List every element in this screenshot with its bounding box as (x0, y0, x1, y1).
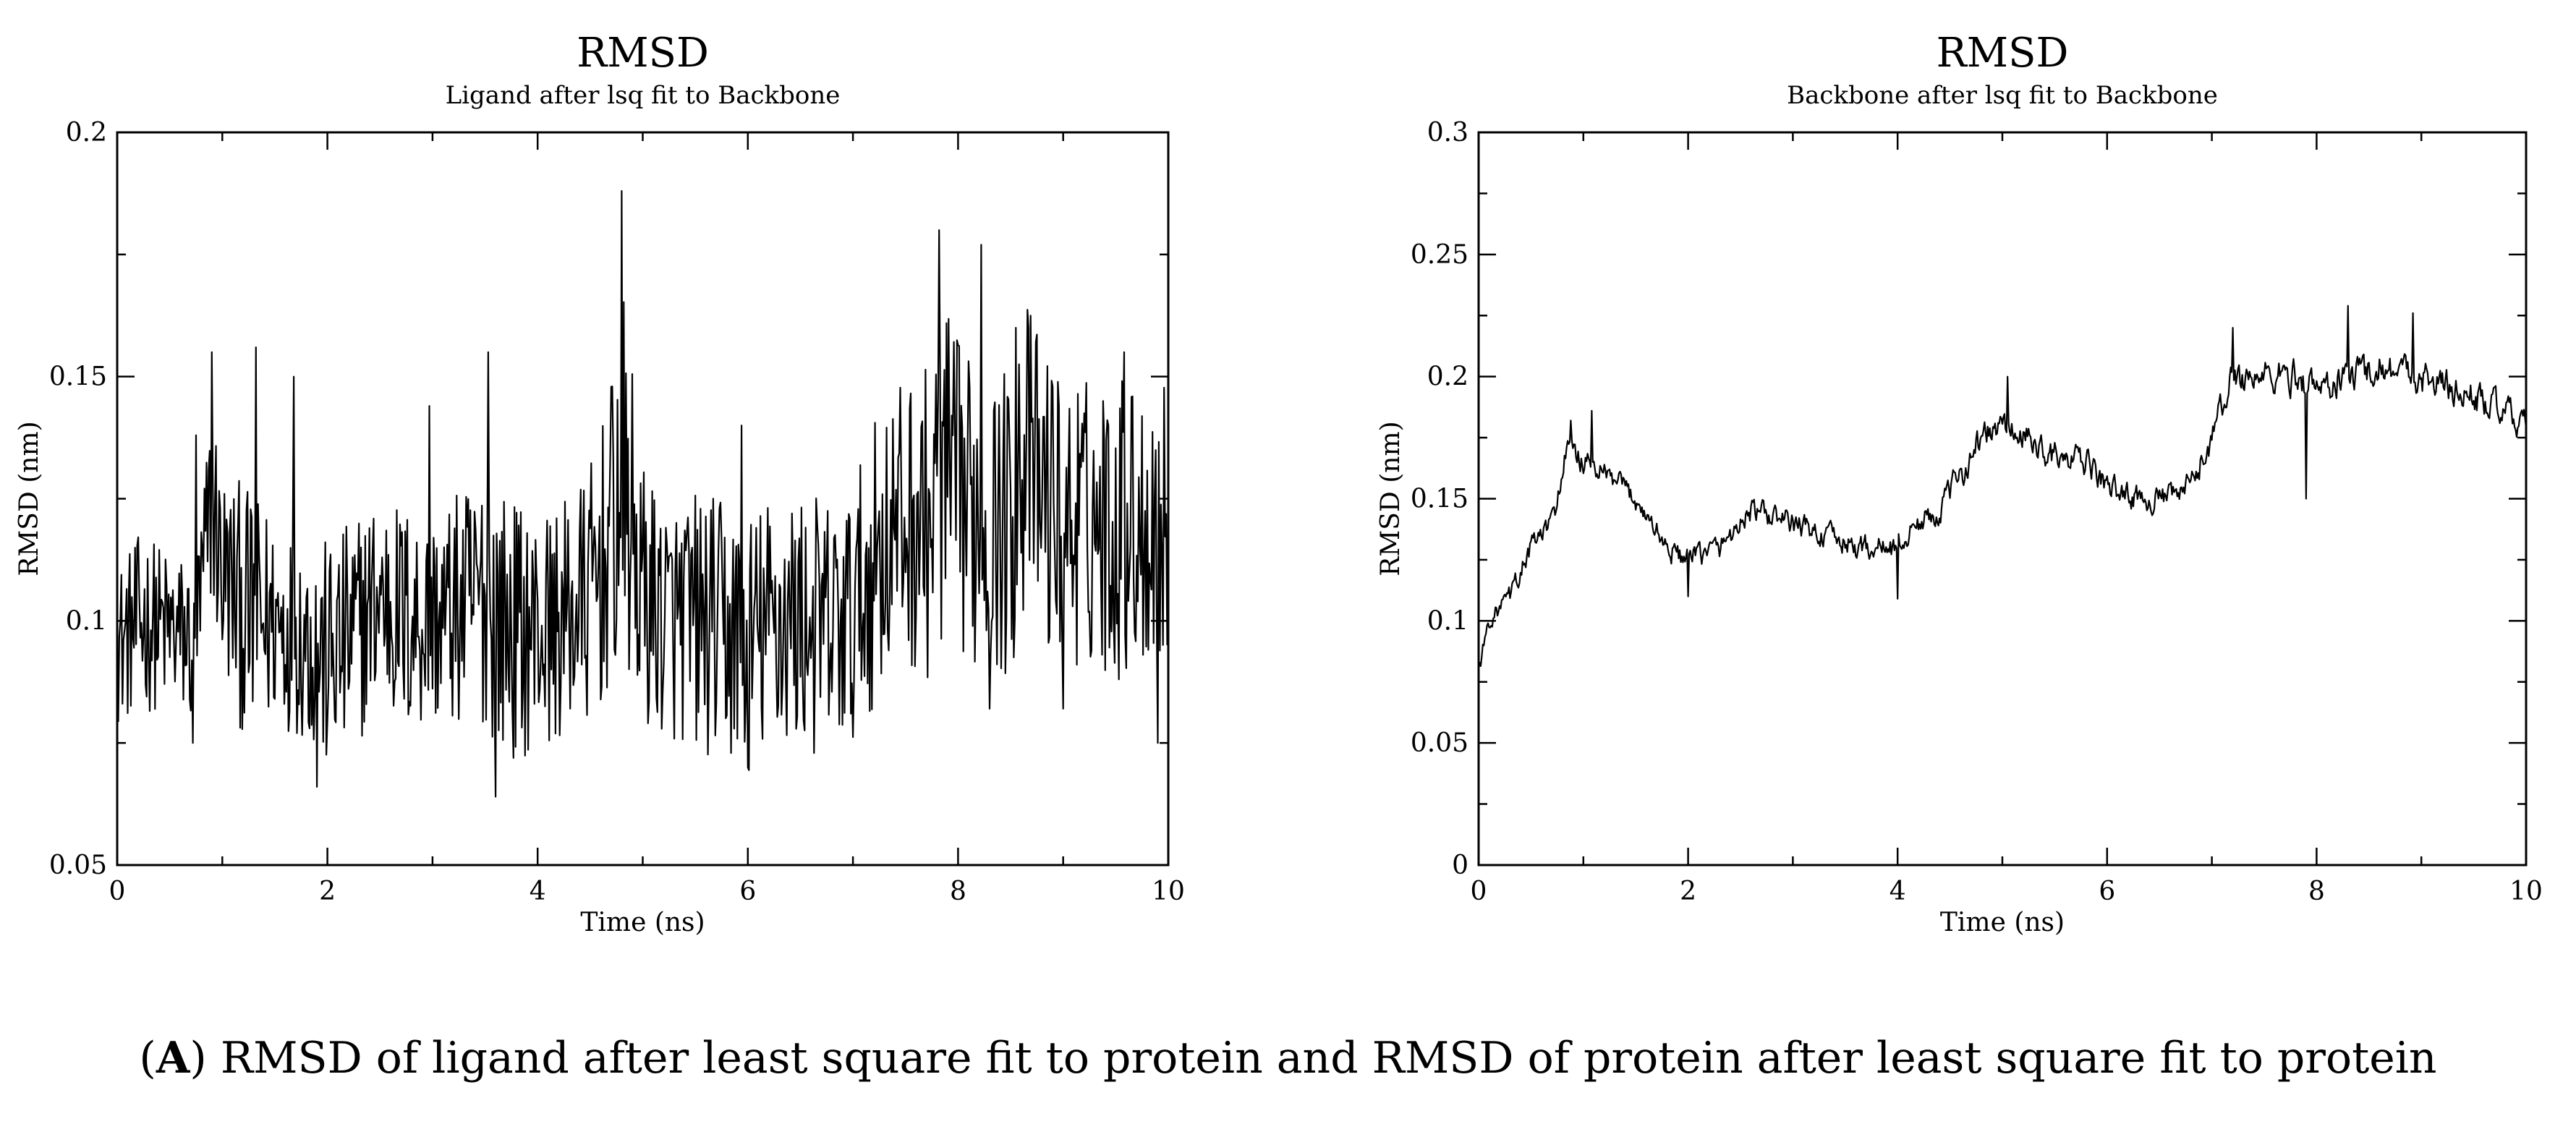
chart-subtitle: Ligand after lsq fit to Backbone (446, 81, 841, 110)
y-tick-label: 0 (1452, 851, 1468, 880)
caption-text: RMSD of ligand after least square fit to… (220, 1033, 2437, 1083)
y-tick-label: 0.3 (1427, 118, 1468, 148)
y-axis-label: RMSD (nm) (14, 421, 44, 576)
y-axis-label: RMSD (nm) (1376, 421, 1406, 576)
x-tick-label: 10 (1152, 877, 1185, 906)
x-tick-label: 0 (1471, 877, 1487, 906)
x-tick-label: 6 (2099, 877, 2115, 906)
x-tick-label: 0 (109, 877, 126, 906)
y-tick-label: 0.2 (1427, 362, 1468, 392)
y-tick-label: 0.05 (1411, 728, 1468, 758)
chart-backbone-rmsd: RMSD Backbone after lsq fit to Backbone Ti… (1376, 30, 2543, 937)
chart-subtitle: Backbone after lsq fit to Backbone (1787, 81, 2218, 110)
x-tick-label: 4 (530, 877, 546, 906)
y-tick-label: 0.25 (1411, 240, 1468, 270)
y-tick-label: 0.1 (66, 606, 107, 636)
figure-caption: (A) RMSD of ligand after least square fi… (139, 1033, 2437, 1083)
chart-title: RMSD (577, 30, 709, 77)
y-tick-label: 0.05 (49, 851, 107, 880)
y-tick-label: 0.15 (1411, 485, 1468, 514)
series-line (116, 190, 1170, 798)
plot-frame (1477, 131, 2528, 867)
series-line (1477, 305, 2528, 670)
caption-label: A (156, 1033, 190, 1083)
x-tick-label: 8 (2308, 877, 2325, 906)
x-tick-label: 10 (2509, 877, 2543, 906)
chart-title: RMSD (1937, 30, 2069, 77)
x-tick-label: 2 (1680, 877, 1696, 906)
y-tick-label: 0.2 (66, 118, 107, 148)
x-axis-label: Time (ns) (1940, 908, 2065, 937)
x-axis-label: Time (ns) (580, 908, 705, 937)
x-tick-label: 2 (319, 877, 336, 906)
y-tick-label: 0.1 (1427, 606, 1468, 636)
chart-ligand-rmsd: RMSD Ligand after lsq fit to Backbone Time… (14, 30, 1185, 937)
x-tick-label: 6 (739, 877, 756, 906)
x-tick-label: 8 (950, 877, 966, 906)
y-tick-label: 0.15 (49, 362, 107, 392)
x-tick-label: 4 (1890, 877, 1906, 906)
